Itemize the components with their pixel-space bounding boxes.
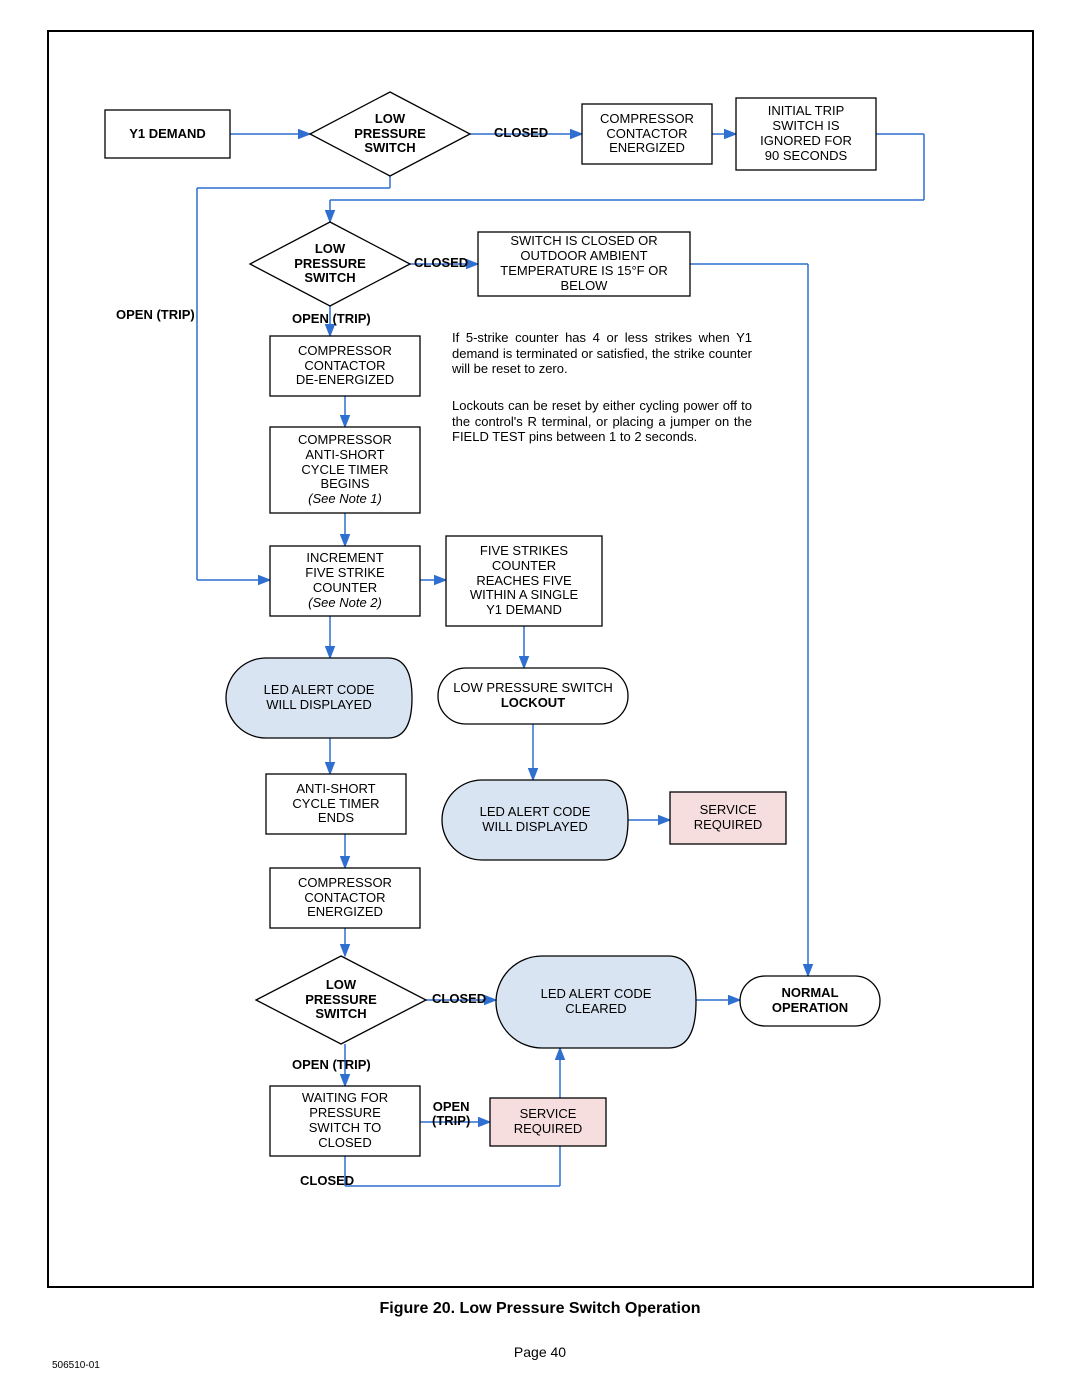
node-lps1: LOW PRESSURE SWITCH bbox=[310, 92, 470, 176]
figure-caption: Figure 20. Low Pressure Switch Operation bbox=[0, 1300, 1080, 1318]
node-comp1: COMPRESSOR CONTACTOR ENERGIZED bbox=[582, 104, 712, 164]
node-label: SERVICE REQUIRED bbox=[514, 1107, 583, 1137]
node-label: INITIAL TRIP SWITCH IS IGNORED FOR 90 SE… bbox=[760, 104, 852, 164]
edge-label: CLOSED bbox=[494, 126, 548, 140]
page: Figure 20. Low Pressure Switch Operation… bbox=[0, 0, 1080, 1397]
node-label: LOW PRESSURE SWITCH bbox=[305, 978, 377, 1023]
node-lockout: LOW PRESSURE SWITCHLOCKOUT bbox=[438, 668, 628, 724]
node-svc2: SERVICE REQUIRED bbox=[490, 1098, 606, 1146]
page-number: Page 40 bbox=[0, 1344, 1080, 1360]
note-text: Lockouts can be reset by either cycling … bbox=[452, 398, 752, 445]
node-svc1: SERVICE REQUIRED bbox=[670, 792, 786, 844]
node-label: COMPRESSORANTI-SHORTCYCLE TIMERBEGINS(Se… bbox=[298, 433, 392, 508]
node-label: FIVE STRIKES COUNTER REACHES FIVE WITHIN… bbox=[470, 544, 578, 619]
node-antishort: COMPRESSORANTI-SHORTCYCLE TIMERBEGINS(Se… bbox=[270, 427, 420, 513]
node-label: NORMAL OPERATION bbox=[772, 986, 848, 1016]
node-waiting: WAITING FOR PRESSURE SWITCH TO CLOSED bbox=[270, 1086, 420, 1156]
node-led3: LED ALERT CODE CLEARED bbox=[496, 956, 696, 1048]
node-label: Y1 DEMAND bbox=[129, 127, 206, 142]
edge-label: OPEN (TRIP) bbox=[292, 1058, 371, 1072]
node-label: LED ALERT CODE CLEARED bbox=[541, 987, 652, 1017]
node-initial: INITIAL TRIP SWITCH IS IGNORED FOR 90 SE… bbox=[736, 98, 876, 170]
node-label: LED ALERT CODE WILL DISPLAYED bbox=[264, 683, 375, 713]
node-led2: LED ALERT CODE WILL DISPLAYED bbox=[442, 780, 628, 860]
node-lps3: LOW PRESSURE SWITCH bbox=[256, 956, 426, 1044]
node-y1: Y1 DEMAND bbox=[105, 110, 230, 158]
node-fivestr: FIVE STRIKES COUNTER REACHES FIVE WITHIN… bbox=[446, 536, 602, 626]
note-text: If 5-strike counter has 4 or less strike… bbox=[452, 330, 752, 377]
node-increment: INCREMENTFIVE STRIKECOUNTER(See Note 2) bbox=[270, 546, 420, 616]
node-lps2: LOW PRESSURE SWITCH bbox=[250, 222, 410, 306]
edge-label: CLOSED bbox=[414, 256, 468, 270]
node-label: WAITING FOR PRESSURE SWITCH TO CLOSED bbox=[302, 1091, 388, 1151]
node-normal: NORMAL OPERATION bbox=[740, 976, 880, 1026]
node-swclosed: SWITCH IS CLOSED OR OUTDOOR AMBIENT TEMP… bbox=[478, 232, 690, 296]
node-led1: LED ALERT CODE WILL DISPLAYED bbox=[226, 658, 412, 738]
node-label: LED ALERT CODE WILL DISPLAYED bbox=[480, 805, 591, 835]
node-label: ANTI-SHORT CYCLE TIMER ENDS bbox=[292, 782, 379, 827]
node-label: INCREMENTFIVE STRIKECOUNTER(See Note 2) bbox=[305, 551, 384, 611]
edge-label: CLOSED bbox=[432, 992, 486, 1006]
node-label: SWITCH IS CLOSED OR OUTDOOR AMBIENT TEMP… bbox=[500, 234, 667, 294]
node-label: SERVICE REQUIRED bbox=[694, 803, 763, 833]
node-label: LOW PRESSURE SWITCH bbox=[354, 112, 426, 157]
node-label: COMPRESSOR CONTACTOR ENERGIZED bbox=[298, 876, 392, 921]
node-comp2: COMPRESSOR CONTACTOR ENERGIZED bbox=[270, 868, 420, 928]
edge-label: OPEN (TRIP) bbox=[292, 312, 371, 326]
edge-label: OPEN (TRIP) bbox=[432, 1100, 470, 1127]
node-antiend: ANTI-SHORT CYCLE TIMER ENDS bbox=[266, 774, 406, 834]
node-label: COMPRESSOR CONTACTOR ENERGIZED bbox=[600, 112, 694, 157]
node-label: LOW PRESSURE SWITCHLOCKOUT bbox=[453, 681, 613, 711]
node-label: COMPRESSOR CONTACTOR DE-ENERGIZED bbox=[296, 344, 394, 389]
document-number: 506510-01 bbox=[52, 1360, 100, 1371]
edge-label: CLOSED bbox=[300, 1174, 354, 1188]
node-deenerg: COMPRESSOR CONTACTOR DE-ENERGIZED bbox=[270, 336, 420, 396]
node-label: LOW PRESSURE SWITCH bbox=[294, 242, 366, 287]
edge-label: OPEN (TRIP) bbox=[116, 308, 195, 322]
